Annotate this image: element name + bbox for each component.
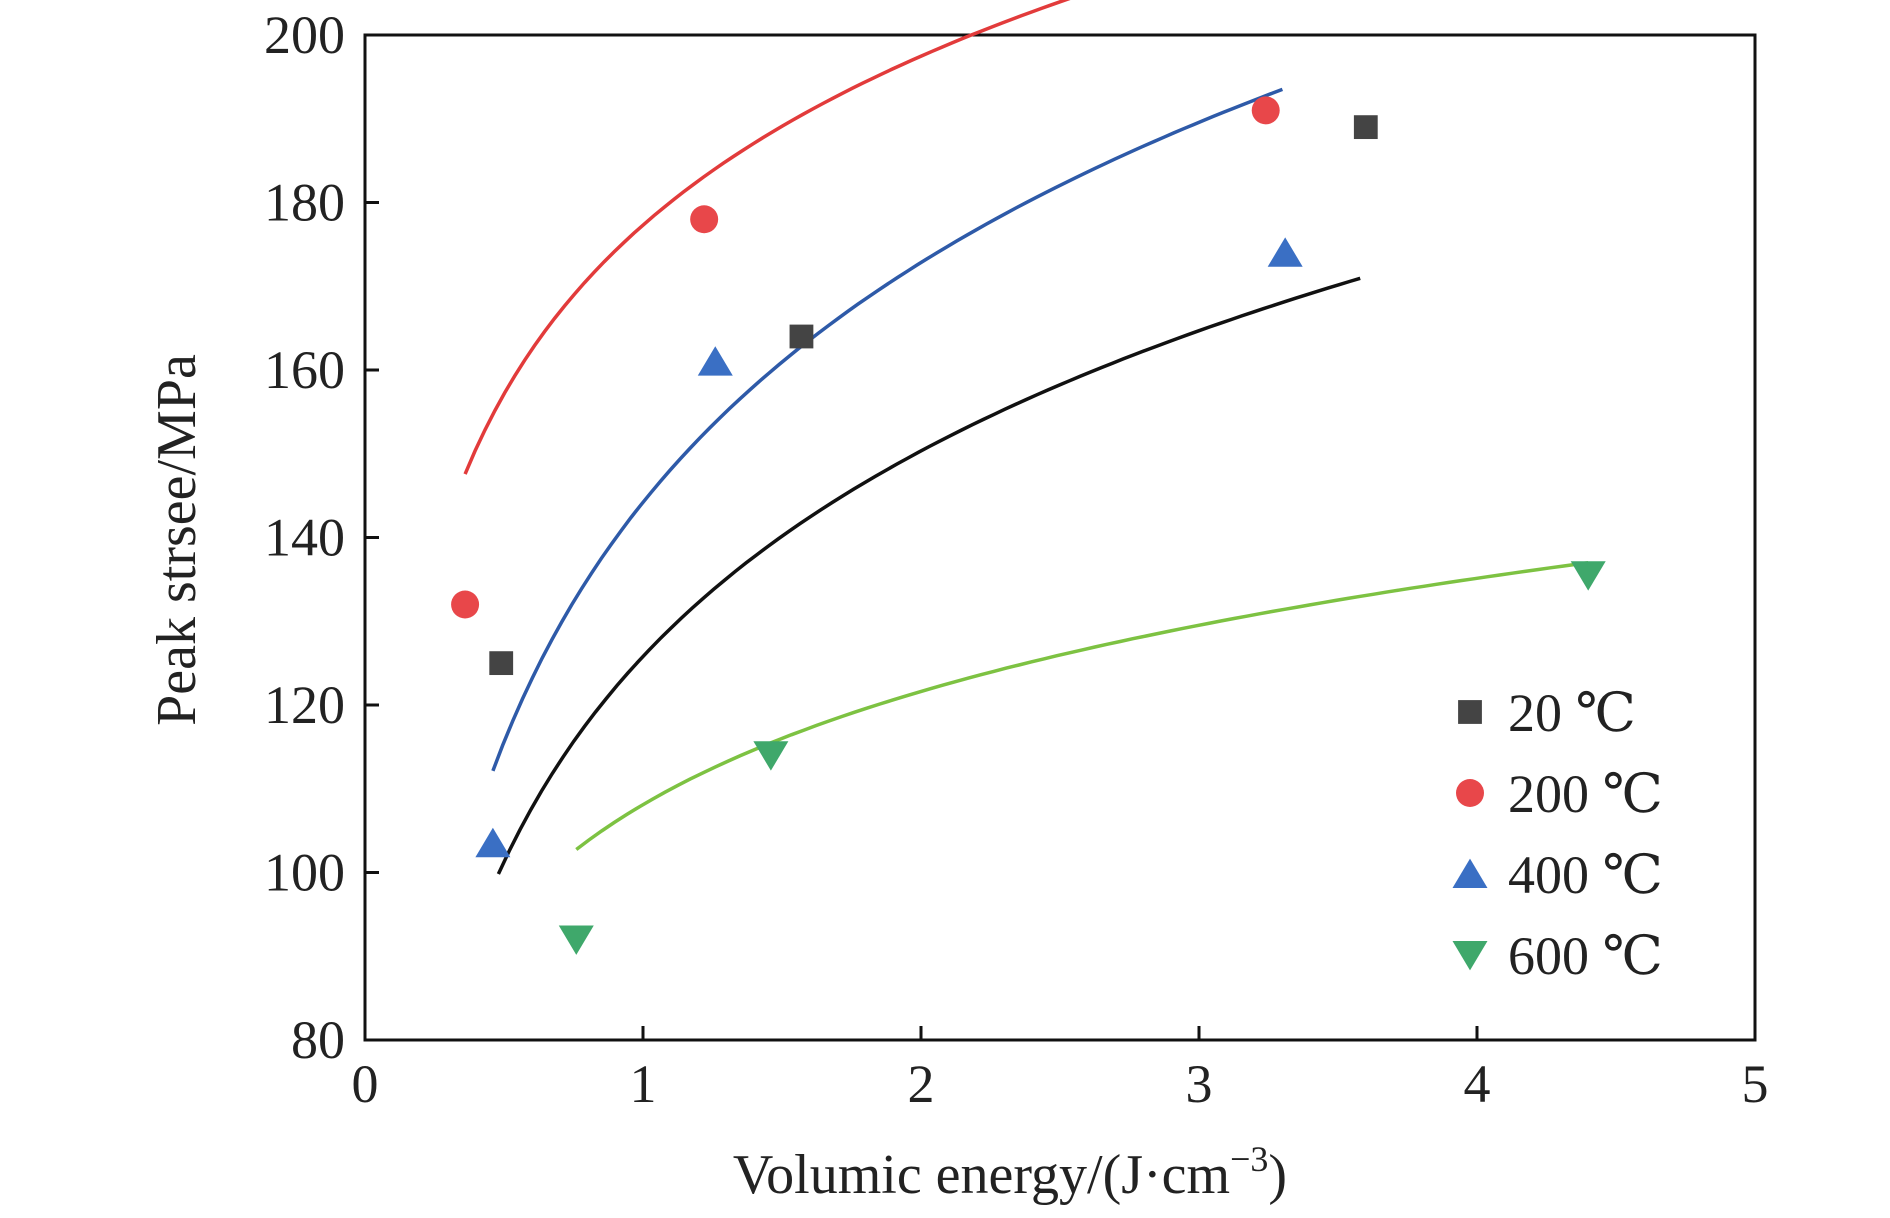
- data-point-series-3: [753, 741, 789, 771]
- x-axis-ticks: 0 1 2 3 4 5: [352, 1026, 1769, 1114]
- data-point-series-3: [1570, 561, 1606, 591]
- y-tick-label: 120: [264, 675, 345, 735]
- data-point-series-0: [789, 324, 814, 349]
- x-tick-label: 4: [1464, 1054, 1491, 1114]
- y-axis-label: Peak strsee/MPa: [146, 354, 208, 726]
- x-tick-label: 3: [1186, 1054, 1213, 1114]
- data-point-series-1: [451, 590, 480, 619]
- x-tick-label: 0: [352, 1054, 379, 1114]
- data-point-series-3: [558, 925, 594, 955]
- fit-curve-series-1: [463, 0, 1071, 475]
- x-axis-label-superscript: −3: [1230, 1139, 1268, 1179]
- data-point-series-2: [697, 346, 733, 376]
- y-tick-label: 180: [264, 173, 345, 233]
- fit-curves: [463, 0, 1589, 875]
- x-tick-label: 5: [1742, 1054, 1769, 1114]
- legend-label: 20 ℃: [1508, 683, 1636, 743]
- legend-marker-1: [1456, 779, 1484, 807]
- data-point-series-0: [489, 651, 514, 676]
- legend: 20 ℃ 200 ℃ 400 ℃ 600 ℃: [1452, 683, 1663, 986]
- fit-curve-series-2: [491, 87, 1284, 772]
- y-tick-label: 200: [264, 5, 345, 65]
- data-point-series-2: [475, 827, 511, 858]
- legend-marker-0: [1458, 700, 1482, 724]
- legend-marker-3: [1452, 941, 1488, 971]
- legend-label: 600 ℃: [1508, 926, 1663, 986]
- y-tick-label: 100: [264, 843, 345, 903]
- data-markers: [451, 96, 1606, 955]
- x-tick-label: 2: [908, 1054, 935, 1114]
- fit-curve-series-3: [575, 560, 1589, 851]
- data-point-series-2: [1267, 237, 1303, 267]
- legend-label: 400 ℃: [1508, 845, 1663, 905]
- data-point-series-1: [1251, 96, 1280, 125]
- data-point-series-1: [690, 205, 719, 234]
- y-axis-ticks: 80 100 120 140 160 180 200: [264, 5, 379, 1070]
- x-axis-label: Volumic energy/(J·cm−3): [733, 1139, 1287, 1206]
- x-tick-label: 1: [630, 1054, 657, 1114]
- data-point-series-0: [1353, 115, 1378, 140]
- fit-curve-series-0: [496, 276, 1361, 875]
- legend-label: 200 ℃: [1508, 764, 1663, 824]
- y-tick-label: 160: [264, 340, 345, 400]
- y-tick-label: 140: [264, 508, 345, 568]
- y-tick-label: 80: [291, 1010, 345, 1070]
- legend-marker-2: [1452, 858, 1488, 888]
